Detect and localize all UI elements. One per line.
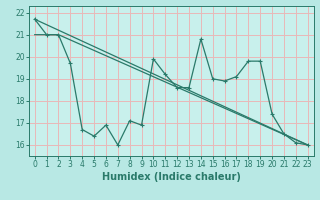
X-axis label: Humidex (Indice chaleur): Humidex (Indice chaleur) bbox=[102, 172, 241, 182]
